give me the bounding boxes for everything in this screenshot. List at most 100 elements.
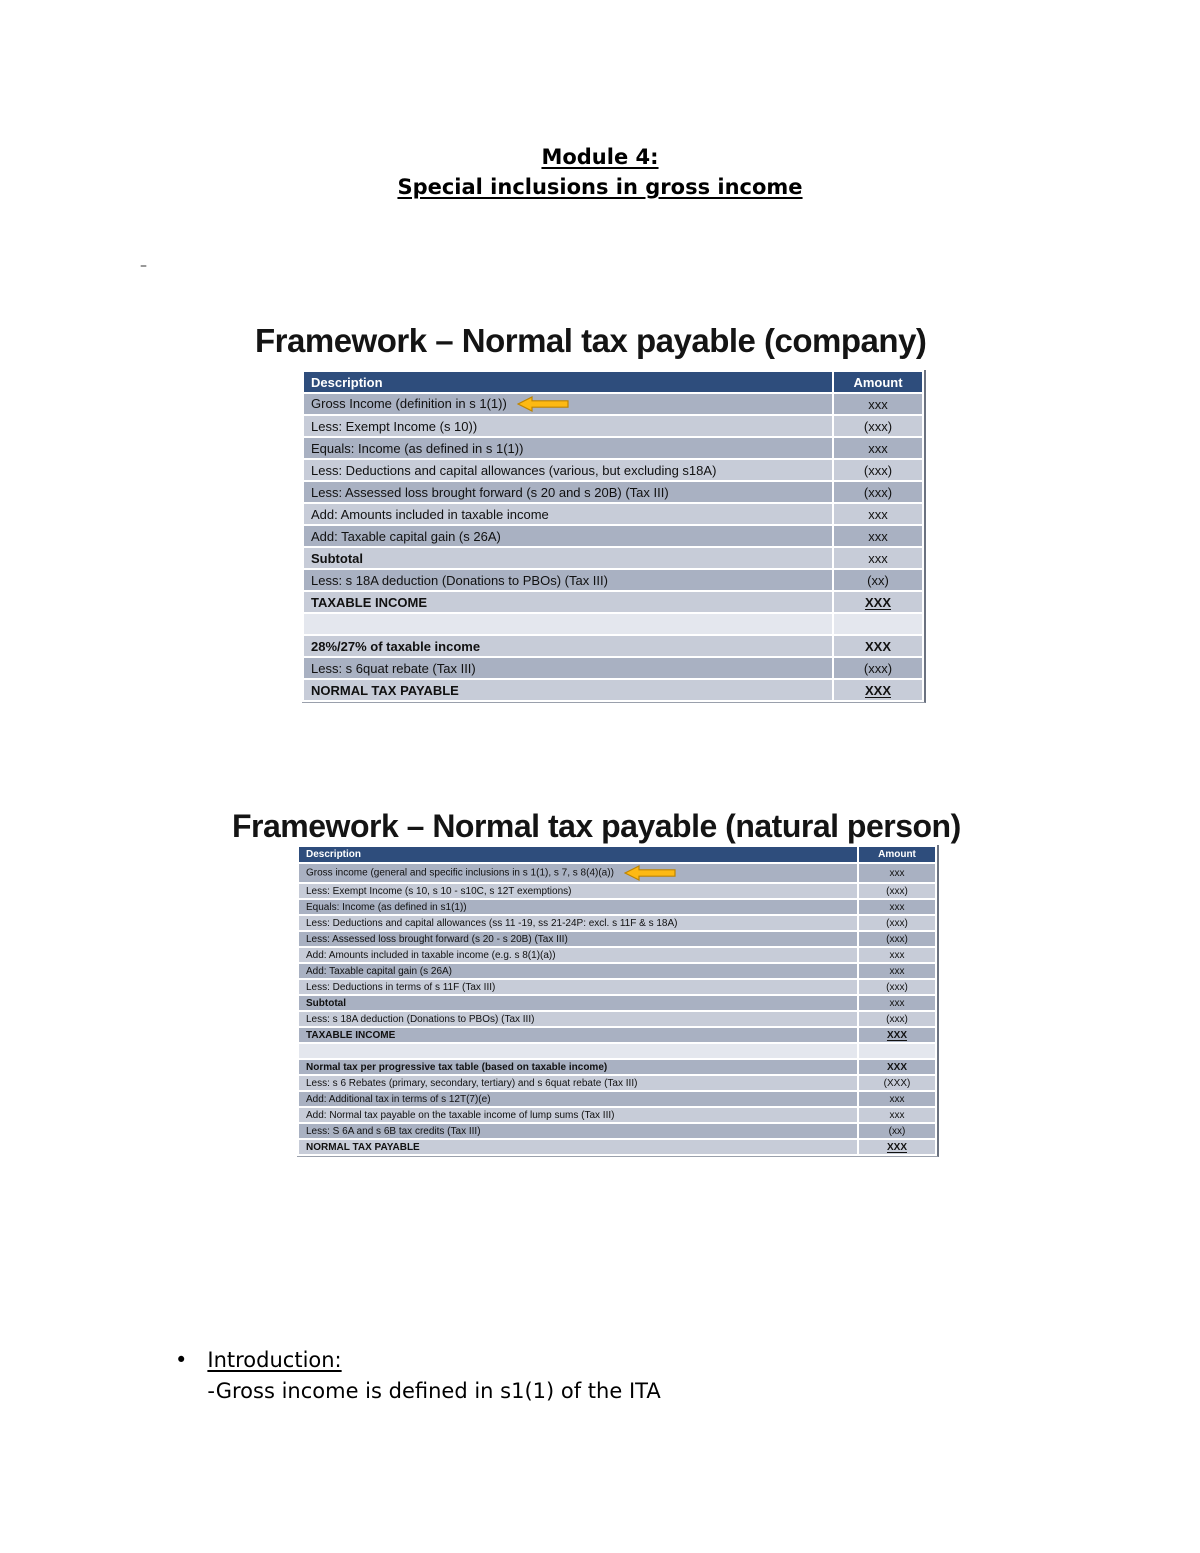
description-cell: Add: Taxable capital gain (s 26A) [299, 964, 857, 978]
amount-cell: (xxx) [859, 932, 935, 946]
description-cell: Less: Assessed loss brought forward (s 2… [299, 932, 857, 946]
slide-natural-person-heading: Framework – Normal tax payable (natural … [232, 808, 961, 844]
description-text: Less: S 6A and s 6B tax credits (Tax III… [306, 1125, 481, 1137]
amount-cell: xxx [859, 948, 935, 962]
amount-cell: xxx [834, 548, 922, 568]
table-row: Less: Exempt Income (s 10, s 10 - s10C, … [299, 884, 935, 898]
table-row: Add: Normal tax payable on the taxable i… [299, 1108, 935, 1122]
amount-cell: (xxx) [834, 482, 922, 502]
table-row: Equals: Income (as defined in s1(1)) xxx [299, 900, 935, 914]
amount-cell: XXX [859, 1140, 935, 1154]
description-cell: TAXABLE INCOME [304, 592, 832, 612]
description-cell: Normal tax per progressive tax table (ba… [299, 1060, 857, 1074]
table-row: Subtotal xxx [304, 548, 922, 568]
description-cell: Add: Normal tax payable on the taxable i… [299, 1108, 857, 1122]
description-text: NORMAL TAX PAYABLE [311, 682, 459, 698]
description-cell: Add: Additional tax in terms of s 12T(7)… [299, 1092, 857, 1106]
description-cell: Less: s 6 Rebates (primary, secondary, t… [299, 1076, 857, 1090]
description-cell: Add: Amounts included in taxable income [304, 504, 832, 524]
table-row: Gross Income (definition in s 1(1)) xxx [304, 394, 922, 414]
title-line-1: Module 4: [541, 145, 659, 169]
amount-cell: xxx [859, 1092, 935, 1106]
description-column-header: Description [299, 847, 857, 862]
description-cell: Less: s 18A deduction (Donations to PBOs… [304, 570, 832, 590]
description-text: Add: Normal tax payable on the taxable i… [306, 1109, 615, 1121]
amount-cell: XXX [859, 1028, 935, 1042]
description-cell [304, 614, 832, 634]
description-cell: Subtotal [304, 548, 832, 568]
slide-company-heading: Framework – Normal tax payable (company) [255, 322, 927, 359]
description-cell: Subtotal [299, 996, 857, 1010]
highlight-arrow-icon [516, 396, 569, 413]
table-row: Subtotal xxx [299, 996, 935, 1010]
table-row: NORMAL TAX PAYABLE XXX [299, 1140, 935, 1154]
amount-cell: (xxx) [834, 658, 922, 678]
description-text: Less: Deductions and capital allowances … [311, 462, 717, 478]
description-text: Less: Exempt Income (s 10)) [311, 418, 478, 434]
description-text: TAXABLE INCOME [306, 1029, 396, 1041]
description-text: Less: Exempt Income (s 10, s 10 - s10C, … [306, 885, 572, 897]
description-text: Less: s 18A deduction (Donations to PBOs… [311, 572, 608, 588]
amount-cell: XXX [834, 680, 922, 700]
table-row: 28%/27% of taxable income XXX [304, 636, 922, 656]
introduction-text: -Gross income is defined in s1(1) of the… [207, 1379, 661, 1403]
description-text: Less: s 18A deduction (Donations to PBOs… [306, 1013, 535, 1025]
description-cell: Less: s 6quat rebate (Tax III) [304, 658, 832, 678]
table-row: TAXABLE INCOME XXX [299, 1028, 935, 1042]
table-row: Less: s 6quat rebate (Tax III) (xxx) [304, 658, 922, 678]
description-text: Add: Amounts included in taxable income … [306, 949, 556, 961]
amount-cell: xxx [834, 394, 922, 414]
description-text: 28%/27% of taxable income [311, 638, 481, 654]
amount-cell: xxx [859, 964, 935, 978]
table-row: Less: Deductions in terms of s 11F (Tax … [299, 980, 935, 994]
table-row: Add: Additional tax in terms of s 12T(7)… [299, 1092, 935, 1106]
stray-dash: – [140, 258, 147, 274]
description-cell: NORMAL TAX PAYABLE [299, 1140, 857, 1154]
amount-cell: (XXX) [859, 1076, 935, 1090]
introduction-body: Introduction: -Gross income is defined i… [207, 1345, 660, 1407]
amount-cell [834, 614, 922, 634]
description-text: Gross income (general and specific inclu… [306, 867, 614, 879]
amount-cell: xxx [859, 900, 935, 914]
introduction-heading: Introduction: [207, 1348, 342, 1372]
company-framework-table: Description Amount Gross Income (definit… [302, 370, 926, 703]
description-column-header: Description [304, 372, 832, 392]
description-cell: TAXABLE INCOME [299, 1028, 857, 1042]
description-text: Subtotal [306, 997, 346, 1009]
introduction-section: • Introduction: -Gross income is defined… [175, 1345, 661, 1407]
natural-person-table-body: Gross income (general and specific inclu… [299, 864, 935, 1154]
description-cell: Less: Deductions in terms of s 11F (Tax … [299, 980, 857, 994]
description-cell: Less: Exempt Income (s 10, s 10 - s10C, … [299, 884, 857, 898]
table-row: Less: s 18A deduction (Donations to PBOs… [304, 570, 922, 590]
description-cell: Add: Taxable capital gain (s 26A) [304, 526, 832, 546]
title-line-2: Special inclusions in gross income [397, 175, 803, 199]
table-row: Less: Exempt Income (s 10)) (xxx) [304, 416, 922, 436]
amount-cell: (xxx) [834, 460, 922, 480]
description-cell: Equals: Income (as defined in s1(1)) [299, 900, 857, 914]
table-row: Normal tax per progressive tax table (ba… [299, 1060, 935, 1074]
table-row: NORMAL TAX PAYABLE XXX [304, 680, 922, 700]
description-text: Normal tax per progressive tax table (ba… [306, 1061, 608, 1073]
table-row: TAXABLE INCOME XXX [304, 592, 922, 612]
amount-cell: (xxx) [859, 916, 935, 930]
amount-cell: xxx [859, 996, 935, 1010]
description-cell: Less: s 18A deduction (Donations to PBOs… [299, 1012, 857, 1026]
spacer-row [299, 1044, 935, 1058]
amount-cell: xxx [834, 504, 922, 524]
amount-cell: (xx) [834, 570, 922, 590]
table-row: Less: Assessed loss brought forward (s 2… [299, 932, 935, 946]
description-text: Less: Assessed loss brought forward (s 2… [306, 933, 568, 945]
description-text: NORMAL TAX PAYABLE [306, 1141, 420, 1153]
amount-column-header: Amount [859, 847, 935, 862]
description-cell: Add: Amounts included in taxable income … [299, 948, 857, 962]
bullet-point: • [175, 1348, 188, 1372]
table-header-row: Description Amount [299, 847, 935, 862]
table-row: Less: s 6 Rebates (primary, secondary, t… [299, 1076, 935, 1090]
spacer-row [304, 614, 922, 634]
company-table-body: Gross Income (definition in s 1(1)) xxx Le… [304, 394, 922, 700]
description-cell: Gross income (general and specific inclu… [299, 864, 857, 882]
table-row: Add: Amounts included in taxable income … [299, 948, 935, 962]
table-row: Add: Amounts included in taxable income x… [304, 504, 922, 524]
amount-cell: (xx) [859, 1124, 935, 1138]
amount-cell: xxx [834, 526, 922, 546]
